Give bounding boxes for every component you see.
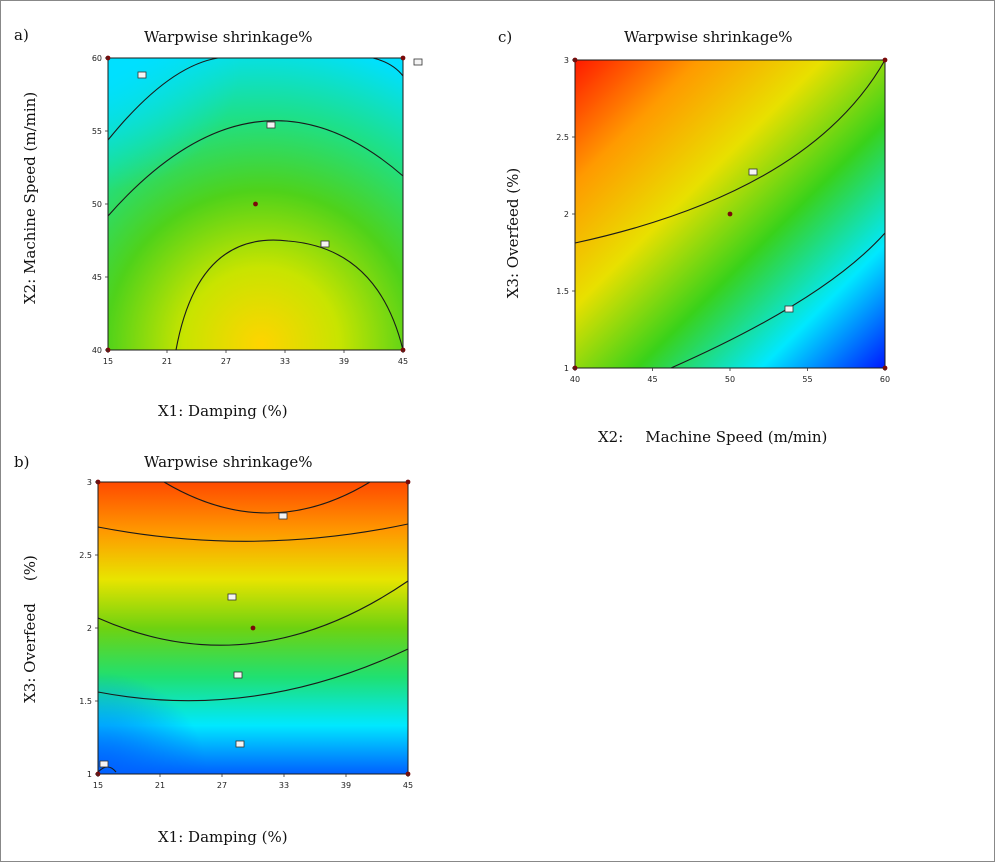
x-tick-label: 55 bbox=[802, 375, 812, 384]
panel-c-title: Warpwise shrinkage% bbox=[624, 28, 793, 46]
y-tick-label: 1 bbox=[87, 770, 92, 779]
x-tick-label: 50 bbox=[725, 375, 735, 384]
center-point bbox=[250, 625, 256, 631]
contour-label-marker bbox=[320, 240, 330, 248]
panel-c-xlabel: X2: Machine Speed (m/min) bbox=[598, 428, 827, 446]
contour-line bbox=[97, 648, 409, 702]
y-tick-label: 55 bbox=[92, 127, 102, 136]
x-tick-label: 15 bbox=[103, 357, 113, 366]
x-tick-label: 33 bbox=[280, 357, 290, 366]
design-point bbox=[400, 55, 406, 61]
panel-c-plot: 40 45 50 55 60 1 1.5 2 2.5 3 bbox=[556, 56, 890, 384]
x-tick-label: 45 bbox=[398, 357, 408, 366]
x-tick-label: 60 bbox=[880, 375, 890, 384]
x-tick-label: 27 bbox=[221, 357, 231, 366]
contour-label-marker bbox=[748, 168, 758, 176]
x-tick-label: 45 bbox=[647, 375, 657, 384]
y-tick-label: 2.5 bbox=[556, 133, 569, 142]
y-tick-label: 1.5 bbox=[79, 697, 92, 706]
panel-a-xlabel: X1: Damping (%) bbox=[158, 402, 288, 420]
y-tick-label: 3 bbox=[87, 478, 92, 487]
panel-b-ylabel-part2: (%) bbox=[21, 555, 39, 582]
x-tick-label: 45 bbox=[403, 781, 413, 790]
x-tick-label: 15 bbox=[93, 781, 103, 790]
x-tick-label: 40 bbox=[570, 375, 580, 384]
panel-c-xlabel-part2: Machine Speed (m/min) bbox=[645, 428, 828, 446]
y-tick-label: 45 bbox=[92, 273, 102, 282]
y-tick-label: 1 bbox=[564, 364, 569, 373]
contour-label-marker bbox=[266, 121, 276, 129]
y-tick-label: 2 bbox=[564, 210, 569, 219]
x-tick-label: 39 bbox=[341, 781, 351, 790]
contour-label-marker bbox=[413, 58, 423, 66]
contour-line bbox=[107, 120, 404, 217]
panel-c-xlabel-part1: X2: bbox=[598, 428, 624, 446]
x-tick-label: 33 bbox=[279, 781, 289, 790]
y-tick-label: 3 bbox=[564, 56, 569, 65]
y-tick-label: 2.5 bbox=[79, 551, 92, 560]
contour-line bbox=[175, 239, 404, 351]
design-point bbox=[882, 57, 888, 63]
contour-line bbox=[372, 57, 404, 77]
panel-a-ylabel: X2: Machine Speed (m/min) bbox=[21, 91, 39, 304]
panel-b-title: Warpwise shrinkage% bbox=[144, 453, 313, 471]
contour-line bbox=[97, 523, 409, 542]
contour-label-marker bbox=[137, 71, 147, 79]
panel-a-plot: 15 21 27 33 39 45 40 45 50 55 60 bbox=[92, 54, 423, 366]
contour-label-marker bbox=[235, 740, 245, 748]
contour-label-marker bbox=[227, 593, 237, 601]
contour-line bbox=[670, 232, 886, 369]
y-tick-label: 1.5 bbox=[556, 287, 569, 296]
contour-label-marker bbox=[99, 760, 109, 768]
x-tick-label: 27 bbox=[217, 781, 227, 790]
contour-line bbox=[97, 580, 409, 646]
panel-b-letter: b) bbox=[14, 453, 30, 471]
center-point bbox=[253, 201, 258, 207]
x-tick-label: 39 bbox=[339, 357, 349, 366]
y-tick-label: 60 bbox=[92, 54, 102, 63]
y-tick-label: 50 bbox=[92, 200, 102, 209]
contour-label-marker bbox=[278, 512, 288, 520]
x-tick-label: 21 bbox=[162, 357, 172, 366]
y-tick-label: 40 bbox=[92, 346, 102, 355]
contour-label-marker bbox=[784, 305, 794, 313]
y-tick-label: 2 bbox=[87, 624, 92, 633]
design-point bbox=[405, 479, 411, 485]
panel-b-plot: 15 21 27 33 39 45 1 1.5 2 2.5 3 bbox=[79, 478, 413, 790]
contour-label-marker bbox=[233, 671, 243, 679]
x-tick-label: 21 bbox=[155, 781, 165, 790]
panel-c-letter: c) bbox=[498, 28, 513, 46]
panel-b-ylabel-part1: X3: Overfeed bbox=[21, 603, 39, 703]
panel-b-ylabel: X3: Overfeed (%) bbox=[21, 529, 39, 729]
center-point bbox=[727, 211, 733, 217]
contour-line bbox=[107, 57, 219, 141]
panel-b-xlabel: X1: Damping (%) bbox=[158, 828, 288, 846]
panel-c-ylabel: X3: Overfeed (%) bbox=[504, 167, 522, 299]
panel-a-letter: a) bbox=[14, 26, 29, 44]
contour-line bbox=[574, 59, 886, 244]
contour-line bbox=[163, 481, 371, 514]
panel-a-title: Warpwise shrinkage% bbox=[144, 28, 313, 46]
